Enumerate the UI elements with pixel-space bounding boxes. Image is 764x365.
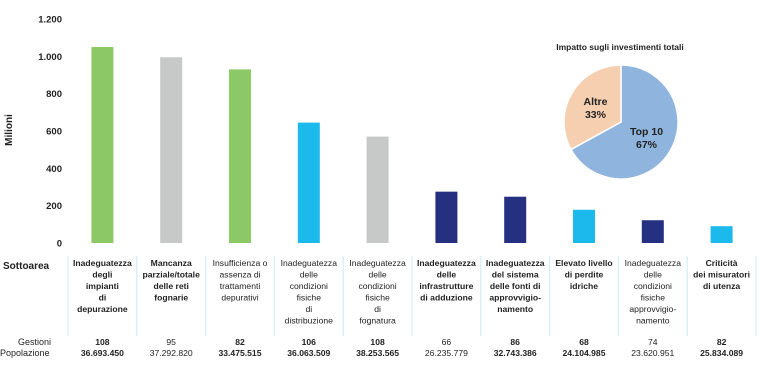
pie-title: Impatto sugli investimenti totali xyxy=(556,42,684,52)
category-label: Inadeguatezza delle condizioni fisiche di dis… xyxy=(281,258,338,326)
y-tick-label: 800 xyxy=(46,89,62,100)
gestioni-value: 68 xyxy=(579,337,589,347)
popolazione-value: 23.620.951 xyxy=(631,348,674,358)
category-label: Criticità dei misuratori di utenza xyxy=(693,258,750,291)
gestioni-value: 82 xyxy=(235,337,245,347)
pie-slice xyxy=(570,64,679,180)
y-axis-title: Milioni xyxy=(4,114,15,146)
category-labels: Inadeguatezza degli impianti di depurazioneM… xyxy=(73,258,750,326)
pie-slice-label: 67% xyxy=(636,139,658,151)
column-dividers xyxy=(67,256,757,336)
bar xyxy=(91,47,114,243)
bar xyxy=(297,122,320,243)
category-label: Inadeguatezza delle infrastrutture di adduz… xyxy=(417,258,476,303)
category-label: Inadeguatezza delle condizioni fisiche appro… xyxy=(625,258,682,326)
y-tick-label: 400 xyxy=(46,164,62,175)
y-axis-ticks: 0 200 400 600 800 1.000 1.200 xyxy=(38,15,62,250)
popolazione-value: 36.693.450 xyxy=(81,348,124,358)
y-tick-label: 1.000 xyxy=(38,52,62,63)
bar xyxy=(710,226,733,243)
inset-pie-chart: Impatto sugli investimenti totali Top 10… xyxy=(556,42,684,180)
row-label-gestioni: Gestioni xyxy=(18,337,51,347)
gestioni-value: 106 xyxy=(302,337,317,347)
y-tick-label: 200 xyxy=(46,201,62,212)
pie-slice-name: Altre xyxy=(584,96,608,108)
category-label: Insufficienza o assenza di trattamenti depu… xyxy=(213,258,268,303)
popolazione-value: 26.235.779 xyxy=(425,348,468,358)
popolazione-value: 32.743.386 xyxy=(494,348,537,358)
y-tick-label: 0 xyxy=(57,239,62,250)
bar xyxy=(641,220,664,243)
gestioni-value: 95 xyxy=(166,337,176,347)
pie-slice-name: Top 10 xyxy=(630,126,663,138)
gestioni-value: 82 xyxy=(717,337,727,347)
popolazione-value: 36.063.509 xyxy=(287,348,330,358)
bar xyxy=(504,196,527,243)
category-label: Inadeguatezza del sistema delle fonti di ap… xyxy=(486,258,545,314)
gestioni-value: 86 xyxy=(510,337,520,347)
bar xyxy=(229,69,251,244)
popolazione-value: 24.104.985 xyxy=(562,348,605,358)
gestioni-value: 108 xyxy=(95,337,110,347)
pie-slice-label: 33% xyxy=(585,109,607,121)
bars xyxy=(91,47,733,244)
row-label-popolazione: Popolazione xyxy=(0,348,50,358)
popolazione-value: 33.475.515 xyxy=(218,348,261,358)
popolazione-value: 37.292.820 xyxy=(150,348,193,358)
popolazione-value: 25.834.089 xyxy=(700,348,743,358)
category-label: Mancanza parziale/totale delle reti fognari… xyxy=(143,258,201,303)
popolazione-value: 38.253.565 xyxy=(356,348,399,358)
y-tick-label: 600 xyxy=(46,127,62,138)
category-label: Inadeguatezza degli impianti di depurazione xyxy=(73,258,132,314)
row-label-sottoarea: Sottoarea xyxy=(3,261,50,272)
pie-slice xyxy=(563,64,622,151)
gestioni-value: 66 xyxy=(442,337,452,347)
category-label: Inadeguatezza delle condizioni fisiche di fog… xyxy=(349,258,406,326)
bar xyxy=(160,57,183,244)
bar xyxy=(573,209,595,243)
stats-rows: 10836.693.4509537.292.8208233.475.515106… xyxy=(81,337,743,358)
category-label: Elevato livello di perdite idriche xyxy=(555,258,612,291)
gestioni-value: 108 xyxy=(370,337,385,347)
bar xyxy=(366,136,389,243)
gestioni-value: 74 xyxy=(648,337,658,347)
y-tick-label: 1.200 xyxy=(38,15,62,26)
bar xyxy=(435,191,458,243)
